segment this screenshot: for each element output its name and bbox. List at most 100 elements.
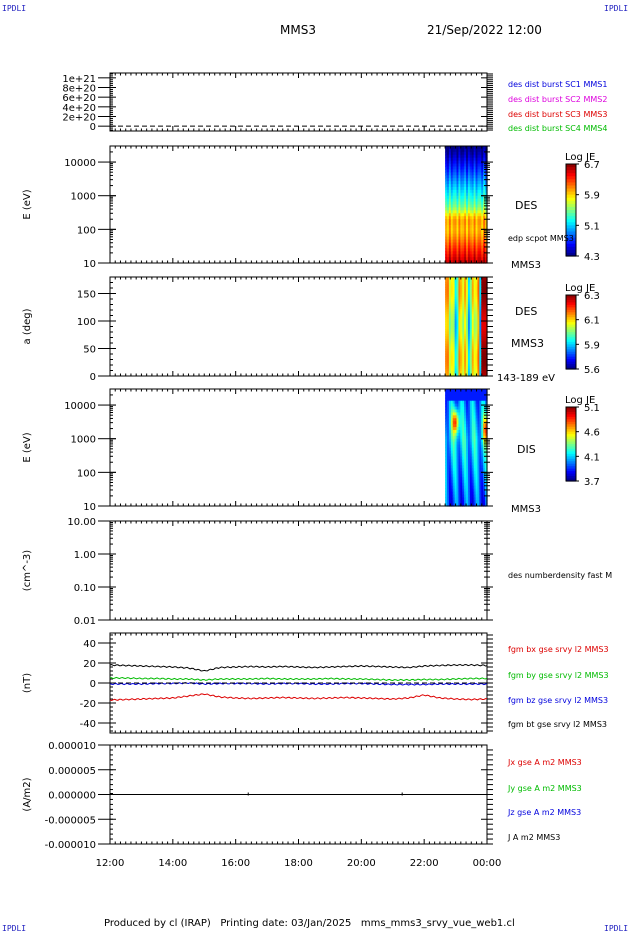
colorbar-cell: [566, 203, 576, 208]
heatmap-cell: [481, 166, 484, 170]
heatmap-cell: [479, 336, 482, 340]
heatmap-cell: [458, 465, 461, 469]
heatmap-cell: [475, 473, 479, 478]
heatmap-cell: [481, 488, 484, 492]
heatmap-cell: [481, 311, 484, 315]
heatmap-cell: [469, 462, 473, 466]
heatmap-cell: [456, 299, 460, 303]
heatmap-cell: [445, 447, 448, 452]
heatmap-cell: [467, 154, 471, 159]
heatmap-cell: [467, 151, 471, 156]
heatmap-cell: [466, 363, 469, 367]
heatmap-cell: [458, 181, 461, 185]
heatmap-cell: [469, 284, 473, 288]
heatmap-cell: [479, 438, 482, 443]
heatmap-cell: [467, 175, 471, 179]
heatmap-cell: [471, 219, 475, 223]
heatmap-cell: [466, 482, 469, 487]
heatmap-cell: [450, 406, 454, 411]
heatmap-cell: [479, 444, 482, 449]
heatmap-cell: [473, 166, 477, 170]
heatmap-cell: [473, 503, 477, 507]
heatmap-cell: [452, 368, 456, 372]
heatmap-cell: [477, 242, 480, 247]
heatmap-cell: [447, 361, 450, 365]
heatmap-cell: [469, 233, 473, 238]
heatmap-cell: [473, 294, 477, 298]
heatmap-cell: [460, 424, 463, 428]
heatmap-cell: [477, 459, 480, 463]
heatmap-cell: [466, 204, 469, 209]
heatmap-cell: [450, 412, 454, 416]
heatmap-cell: [456, 406, 460, 411]
heatmap-cell: [466, 418, 469, 422]
heatmap-cell: [456, 239, 460, 244]
heatmap-cell: [462, 233, 465, 238]
heatmap-cell: [473, 314, 477, 318]
heatmap-cell: [458, 281, 461, 286]
heatmap-cell: [473, 242, 477, 247]
heatmap-cell: [448, 160, 452, 165]
heatmap-cell: [483, 503, 486, 507]
heatmap-cell: [481, 491, 484, 495]
heatmap-cell: [481, 148, 484, 153]
heatmap-cell: [447, 494, 450, 498]
heatmap-cell: [460, 361, 463, 365]
heatmap-cell: [445, 242, 448, 247]
heatmap-cell: [469, 299, 473, 303]
heatmap-cell: [460, 309, 463, 313]
heatmap-cell: [447, 157, 450, 162]
heatmap-cell: [475, 353, 479, 357]
heatmap-cell: [448, 491, 452, 495]
y-tick-label: 40: [83, 639, 96, 650]
heatmap-cell: [450, 254, 454, 258]
colorbar-cell: [566, 231, 576, 236]
heatmap-cell: [477, 479, 480, 484]
x-tick-label: 16:00: [221, 858, 250, 869]
heatmap-cell: [479, 326, 482, 330]
heatmap-cell: [464, 453, 467, 457]
colorbar-cell: [566, 240, 576, 245]
heatmap-cell: [452, 497, 456, 501]
heatmap-cell: [481, 236, 484, 241]
heatmap-cell: [466, 286, 469, 290]
heatmap-cell: [481, 348, 484, 352]
heatmap-cell: [450, 251, 454, 255]
heatmap-cell: [447, 435, 450, 440]
colorbar-tick-label: 6.7: [584, 160, 600, 171]
heatmap-cell: [473, 321, 477, 325]
colorbar-cell: [566, 339, 576, 343]
heatmap-cell: [469, 148, 473, 153]
heatmap-cell: [460, 353, 463, 357]
heatmap-cell: [464, 186, 467, 191]
heatmap-cell: [467, 224, 471, 229]
heatmap-cell: [469, 432, 473, 437]
heatmap-cell: [464, 239, 467, 244]
heatmap-cell: [483, 316, 486, 320]
heatmap-cell: [460, 260, 463, 264]
heatmap-cell: [452, 421, 456, 425]
heatmap-cell: [485, 309, 488, 313]
heatmap-cell: [454, 216, 458, 220]
heatmap-cell: [483, 289, 486, 293]
heatmap-cell: [448, 204, 452, 209]
colorbar-cell: [566, 197, 576, 202]
colorbar-cell: [566, 322, 576, 326]
heatmap-cell: [479, 242, 482, 247]
heatmap-cell: [460, 227, 463, 232]
heatmap-cell: [475, 286, 479, 290]
heatmap-cell: [481, 207, 484, 211]
heatmap-cell: [481, 358, 484, 362]
colorbar-cell: [566, 309, 576, 313]
heatmap-cell: [447, 479, 450, 484]
heatmap-cell: [456, 146, 460, 150]
heatmap-cell: [481, 459, 484, 463]
heatmap-cell: [447, 366, 450, 370]
heatmap-cell: [481, 326, 484, 330]
heatmap-cell: [464, 391, 467, 396]
heatmap-cell: [485, 348, 488, 352]
heatmap-cell: [485, 424, 488, 428]
heatmap-cell: [471, 409, 475, 413]
heatmap-cell: [452, 163, 456, 168]
heatmap-cell: [454, 279, 458, 283]
